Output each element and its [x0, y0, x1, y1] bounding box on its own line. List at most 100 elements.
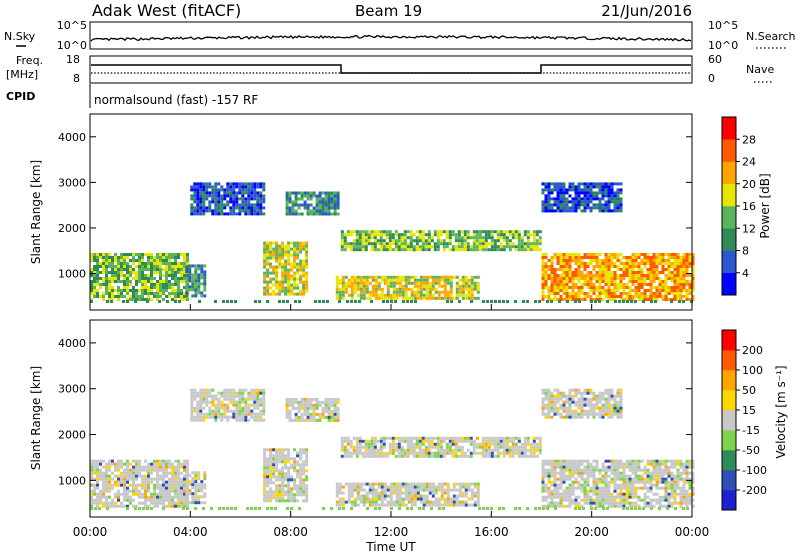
power-cell — [385, 236, 389, 240]
velocity-cell — [367, 445, 371, 449]
velocity-cell — [290, 496, 294, 500]
power-cell — [688, 286, 692, 289]
power-cell — [129, 280, 132, 283]
velocity-cell — [256, 400, 260, 404]
velocity-cell — [514, 445, 518, 449]
power-cell — [407, 275, 411, 279]
power-cell — [595, 253, 599, 256]
velocity-cell — [458, 494, 462, 498]
velocity-cell — [150, 501, 153, 505]
power-cell — [595, 295, 599, 298]
power-cell — [463, 245, 467, 249]
power-cell — [153, 277, 156, 280]
velocity-cell — [487, 436, 491, 440]
velocity-cell — [141, 480, 144, 484]
velocity-cell — [349, 439, 353, 443]
power-cell — [284, 247, 288, 251]
power-cell — [379, 236, 383, 240]
velocity-cell — [117, 489, 120, 493]
power-cell — [299, 250, 303, 254]
power-cell — [162, 253, 165, 256]
power-cell — [550, 203, 554, 207]
power-cell — [553, 271, 557, 274]
power-cell — [318, 194, 322, 198]
velocity-cell — [589, 474, 593, 478]
power-cell — [625, 268, 629, 271]
velocity-cell — [196, 403, 200, 407]
power-cell — [263, 256, 267, 260]
power-cell — [168, 253, 171, 256]
power-cell — [123, 253, 126, 256]
power-cell — [688, 280, 692, 283]
power-cell — [229, 212, 233, 216]
power-cell — [661, 289, 665, 292]
velocity-cell — [188, 501, 192, 505]
velocity-cell — [159, 465, 162, 469]
velocity-cell — [269, 496, 273, 500]
power-cell — [574, 188, 578, 192]
velocity-cell — [191, 492, 195, 496]
power-cell — [111, 268, 114, 271]
power-cell — [287, 262, 291, 266]
velocity-cell — [120, 504, 123, 508]
velocity-cell — [370, 451, 374, 455]
power-cell — [391, 242, 395, 246]
velocity-cell — [401, 500, 405, 504]
power-cell — [601, 188, 605, 192]
velocity-cell — [440, 485, 444, 489]
power-cell — [147, 253, 150, 256]
power-cell — [583, 274, 587, 277]
velocity-cell — [302, 499, 306, 503]
power-cell — [377, 287, 381, 291]
power-cell — [634, 277, 638, 280]
power-cell — [117, 295, 120, 298]
power-cell — [478, 233, 482, 237]
power-cell — [290, 274, 294, 278]
velocity-cell — [380, 494, 384, 498]
power-cell — [412, 248, 416, 252]
velocity-cell — [275, 484, 279, 488]
power-cell — [394, 245, 398, 249]
power-cell — [643, 262, 647, 265]
power-cell — [229, 191, 233, 195]
power-colorbar-segment-3 — [722, 206, 736, 229]
power-cell — [168, 286, 171, 289]
power-cell — [586, 280, 590, 283]
power-cell — [388, 236, 392, 240]
power-cell — [679, 289, 683, 292]
power-cell — [394, 300, 397, 303]
velocity-cell — [362, 500, 366, 504]
power-cell — [171, 274, 174, 277]
velocity-cell — [379, 442, 383, 446]
power-cell — [598, 200, 602, 204]
velocity-cell — [244, 418, 248, 422]
power-cell — [580, 259, 584, 262]
power-cell — [373, 245, 377, 249]
power-cell — [610, 271, 614, 274]
power-cell — [673, 256, 677, 259]
power-cell — [508, 233, 512, 237]
velocity-cell — [287, 481, 291, 485]
velocity-cell — [529, 451, 533, 455]
power-cell — [487, 236, 491, 240]
velocity-cell — [191, 501, 195, 505]
velocity-cell — [102, 480, 105, 484]
cpid-label: CPID — [6, 90, 35, 103]
velocity-cell — [220, 394, 224, 398]
power-cell — [321, 206, 325, 210]
power-cell — [619, 262, 623, 265]
velocity-cell — [183, 498, 186, 502]
velocity-cell — [183, 489, 186, 493]
power-cell — [586, 185, 590, 189]
velocity-cell — [631, 462, 635, 466]
power-cell — [583, 295, 587, 298]
velocity-cell — [99, 495, 102, 499]
power-cell — [141, 277, 144, 280]
power-cell — [559, 274, 563, 277]
velocity-cell — [541, 486, 545, 490]
power-cell — [673, 283, 677, 286]
power-cell — [487, 248, 491, 252]
power-cell — [203, 270, 207, 274]
power-cell — [388, 230, 392, 234]
power-cell — [108, 292, 111, 295]
